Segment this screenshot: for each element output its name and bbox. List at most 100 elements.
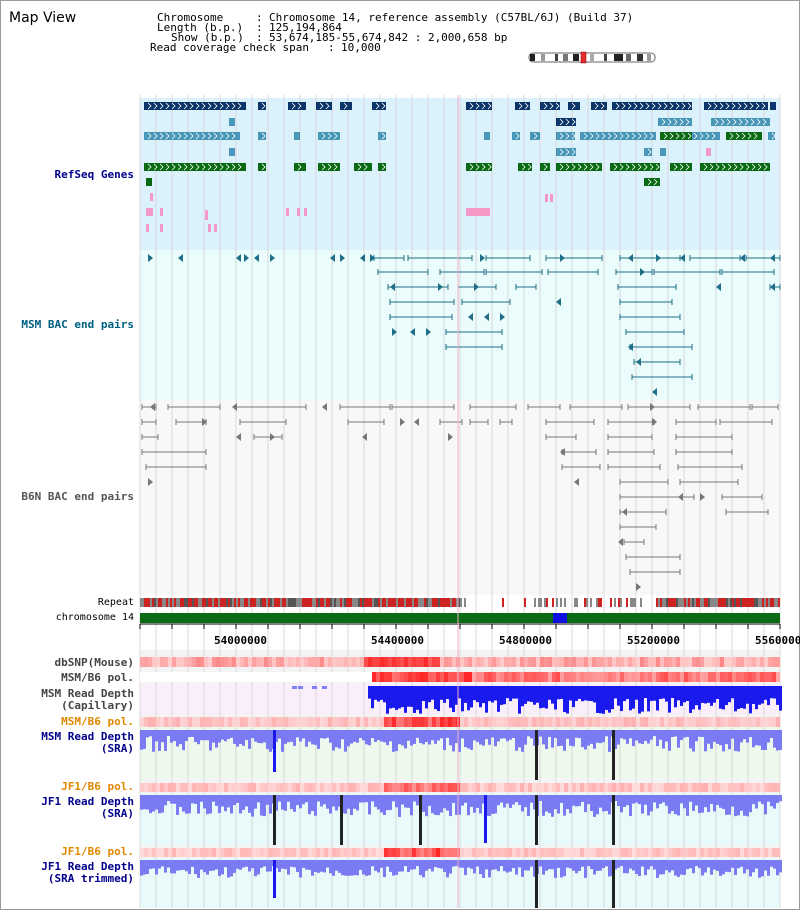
depth-bar [776,730,779,751]
heat-cell [512,783,516,792]
heat-cell [488,657,492,667]
heat-cell [472,783,476,792]
depth-bar [704,860,707,873]
heat-cell [140,848,144,857]
depth-bar [143,730,146,749]
gene-feature [258,163,266,171]
heat-cell [156,672,160,682]
gene-feature [146,224,149,232]
strand-arrow [207,163,212,171]
heat-cell [532,657,536,667]
track-label-msm-b6-pol-1[interactable]: MSM/B6 pol. [61,671,134,684]
heat-cell [544,717,548,727]
chromosome-bar[interactable] [140,613,780,623]
repeat-element [392,598,394,607]
track-label-repeat[interactable]: Repeat [97,597,134,608]
track-label-jf1-b6-pol-2[interactable]: JF1/B6 pol. [61,845,134,858]
depth-bar [185,795,188,814]
track-label-msm-b6-pol-2[interactable]: MSM/B6 pol. [61,715,134,728]
depth-bar [446,795,449,811]
repeat-element [722,598,724,607]
depth-bar [554,860,557,878]
heat-cell [408,848,412,857]
gene-feature [644,148,652,156]
depth-bar [740,795,743,811]
depth-bar [563,686,566,713]
heat-cell [760,848,764,857]
depth-bar [656,730,659,747]
depth-bar [632,730,635,747]
heat-cell [768,657,772,667]
chromosome-ideogram[interactable] [528,51,656,64]
depth-bar [683,730,686,738]
depth-bar [431,686,434,700]
b6n-bac-pairs[interactable] [141,403,779,591]
track-label-jf1-depth-trim[interactable]: JF1 Read Depth (SRA trimmed) [41,860,134,885]
depth-bar [659,686,662,699]
depth-bar [326,730,329,738]
track-label-refseq[interactable]: RefSeq Genes [54,168,134,181]
depth-bar [335,730,338,748]
depth-bar [632,860,635,871]
depth-bar [764,860,767,871]
track-label-msm-bac[interactable]: MSM BAC end pairs [21,318,134,331]
heat-cell [204,848,208,857]
depth-bar [734,795,737,817]
track-label-jf1-depth-sra[interactable]: JF1 Read Depth (SRA) [41,795,134,820]
strand-arrow [327,163,332,171]
track-label-msm-depth-sra[interactable]: MSM Read Depth (SRA) [41,730,134,755]
track-label-b6n-bac[interactable]: B6N BAC end pairs [21,490,134,503]
depth-bar [572,860,575,871]
track-label-jf1-b6-pol-1[interactable]: JF1/B6 pol. [61,780,134,793]
repeat-element [168,598,170,607]
polymorphism-heat-tracks[interactable] [140,657,780,857]
depth-bar [530,860,533,867]
depth-bar [158,860,161,869]
depth-bar [743,860,746,874]
depth-bar [638,795,641,805]
heat-cell [484,848,488,857]
read-depth-tracks[interactable] [140,686,782,908]
depth-bar [722,860,725,875]
heat-cell [436,783,440,792]
depth-bar [512,795,515,805]
depth-bar [749,730,752,738]
heat-cell [400,848,404,857]
heat-cell [264,672,268,682]
heat-cell [240,657,244,667]
repeat-element [452,598,454,607]
gene-feature [556,118,576,126]
heat-cell [312,848,316,857]
heat-cell [596,783,600,792]
repeat-element [766,598,768,607]
depth-bar [476,860,479,867]
depth-bar [298,686,303,689]
refseq-genes[interactable] [144,102,776,232]
depth-bar [236,730,239,747]
heat-cell [176,717,180,727]
msm-bac-pairs[interactable] [148,254,781,396]
heat-cell [300,657,304,667]
heat-cell [164,848,168,857]
depth-spike [535,730,538,780]
heat-cell [504,783,508,792]
gene-feature [556,148,576,156]
strand-arrow [669,132,674,140]
heat-cell [152,657,156,667]
depth-bar [734,686,737,712]
strand-arrow [681,132,686,140]
depth-bar [392,730,395,752]
depth-bar [425,730,428,742]
depth-bar [230,730,233,738]
repeat-track[interactable] [140,598,780,607]
depth-bar [428,795,431,806]
track-label-msm-depth-capillary[interactable]: MSM Read Depth (Capillary) [41,687,134,712]
strand-arrow [589,132,594,140]
heat-cell [308,672,312,682]
heat-cell [388,657,392,667]
strand-arrow [577,163,582,171]
track-label-dbsnp[interactable]: dbSNP(Mouse) [54,656,134,669]
heat-cell [424,717,428,727]
heat-cell [360,657,364,667]
